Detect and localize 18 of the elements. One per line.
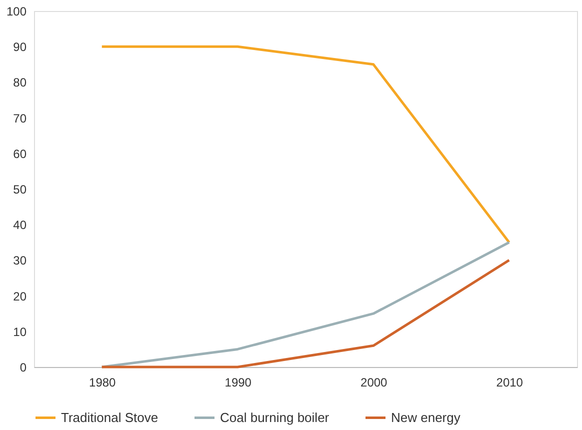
x-tick-label: 1980 — [89, 376, 116, 390]
y-tick-label: 50 — [13, 182, 27, 196]
y-tick-label: 100 — [6, 4, 27, 18]
legend-label: Traditional Stove — [61, 410, 158, 425]
y-tick-label: 80 — [13, 76, 27, 90]
x-tick-label: 1990 — [224, 376, 252, 390]
y-tick-label: 60 — [13, 146, 27, 161]
y-tick-label: 90 — [13, 40, 27, 54]
legend-label: Coal burning boiler — [220, 410, 330, 425]
legend-label: New energy — [391, 410, 461, 425]
y-tick-label: 20 — [13, 289, 27, 304]
y-tick-label: 0 — [20, 360, 27, 374]
y-tick-label: 70 — [13, 111, 27, 126]
y-tick-label: 40 — [13, 218, 27, 232]
x-tick-label: 2000 — [360, 376, 388, 390]
x-tick-label: 2010 — [496, 376, 524, 390]
y-tick-label: 10 — [13, 324, 27, 339]
y-tick-label: 30 — [13, 254, 27, 268]
